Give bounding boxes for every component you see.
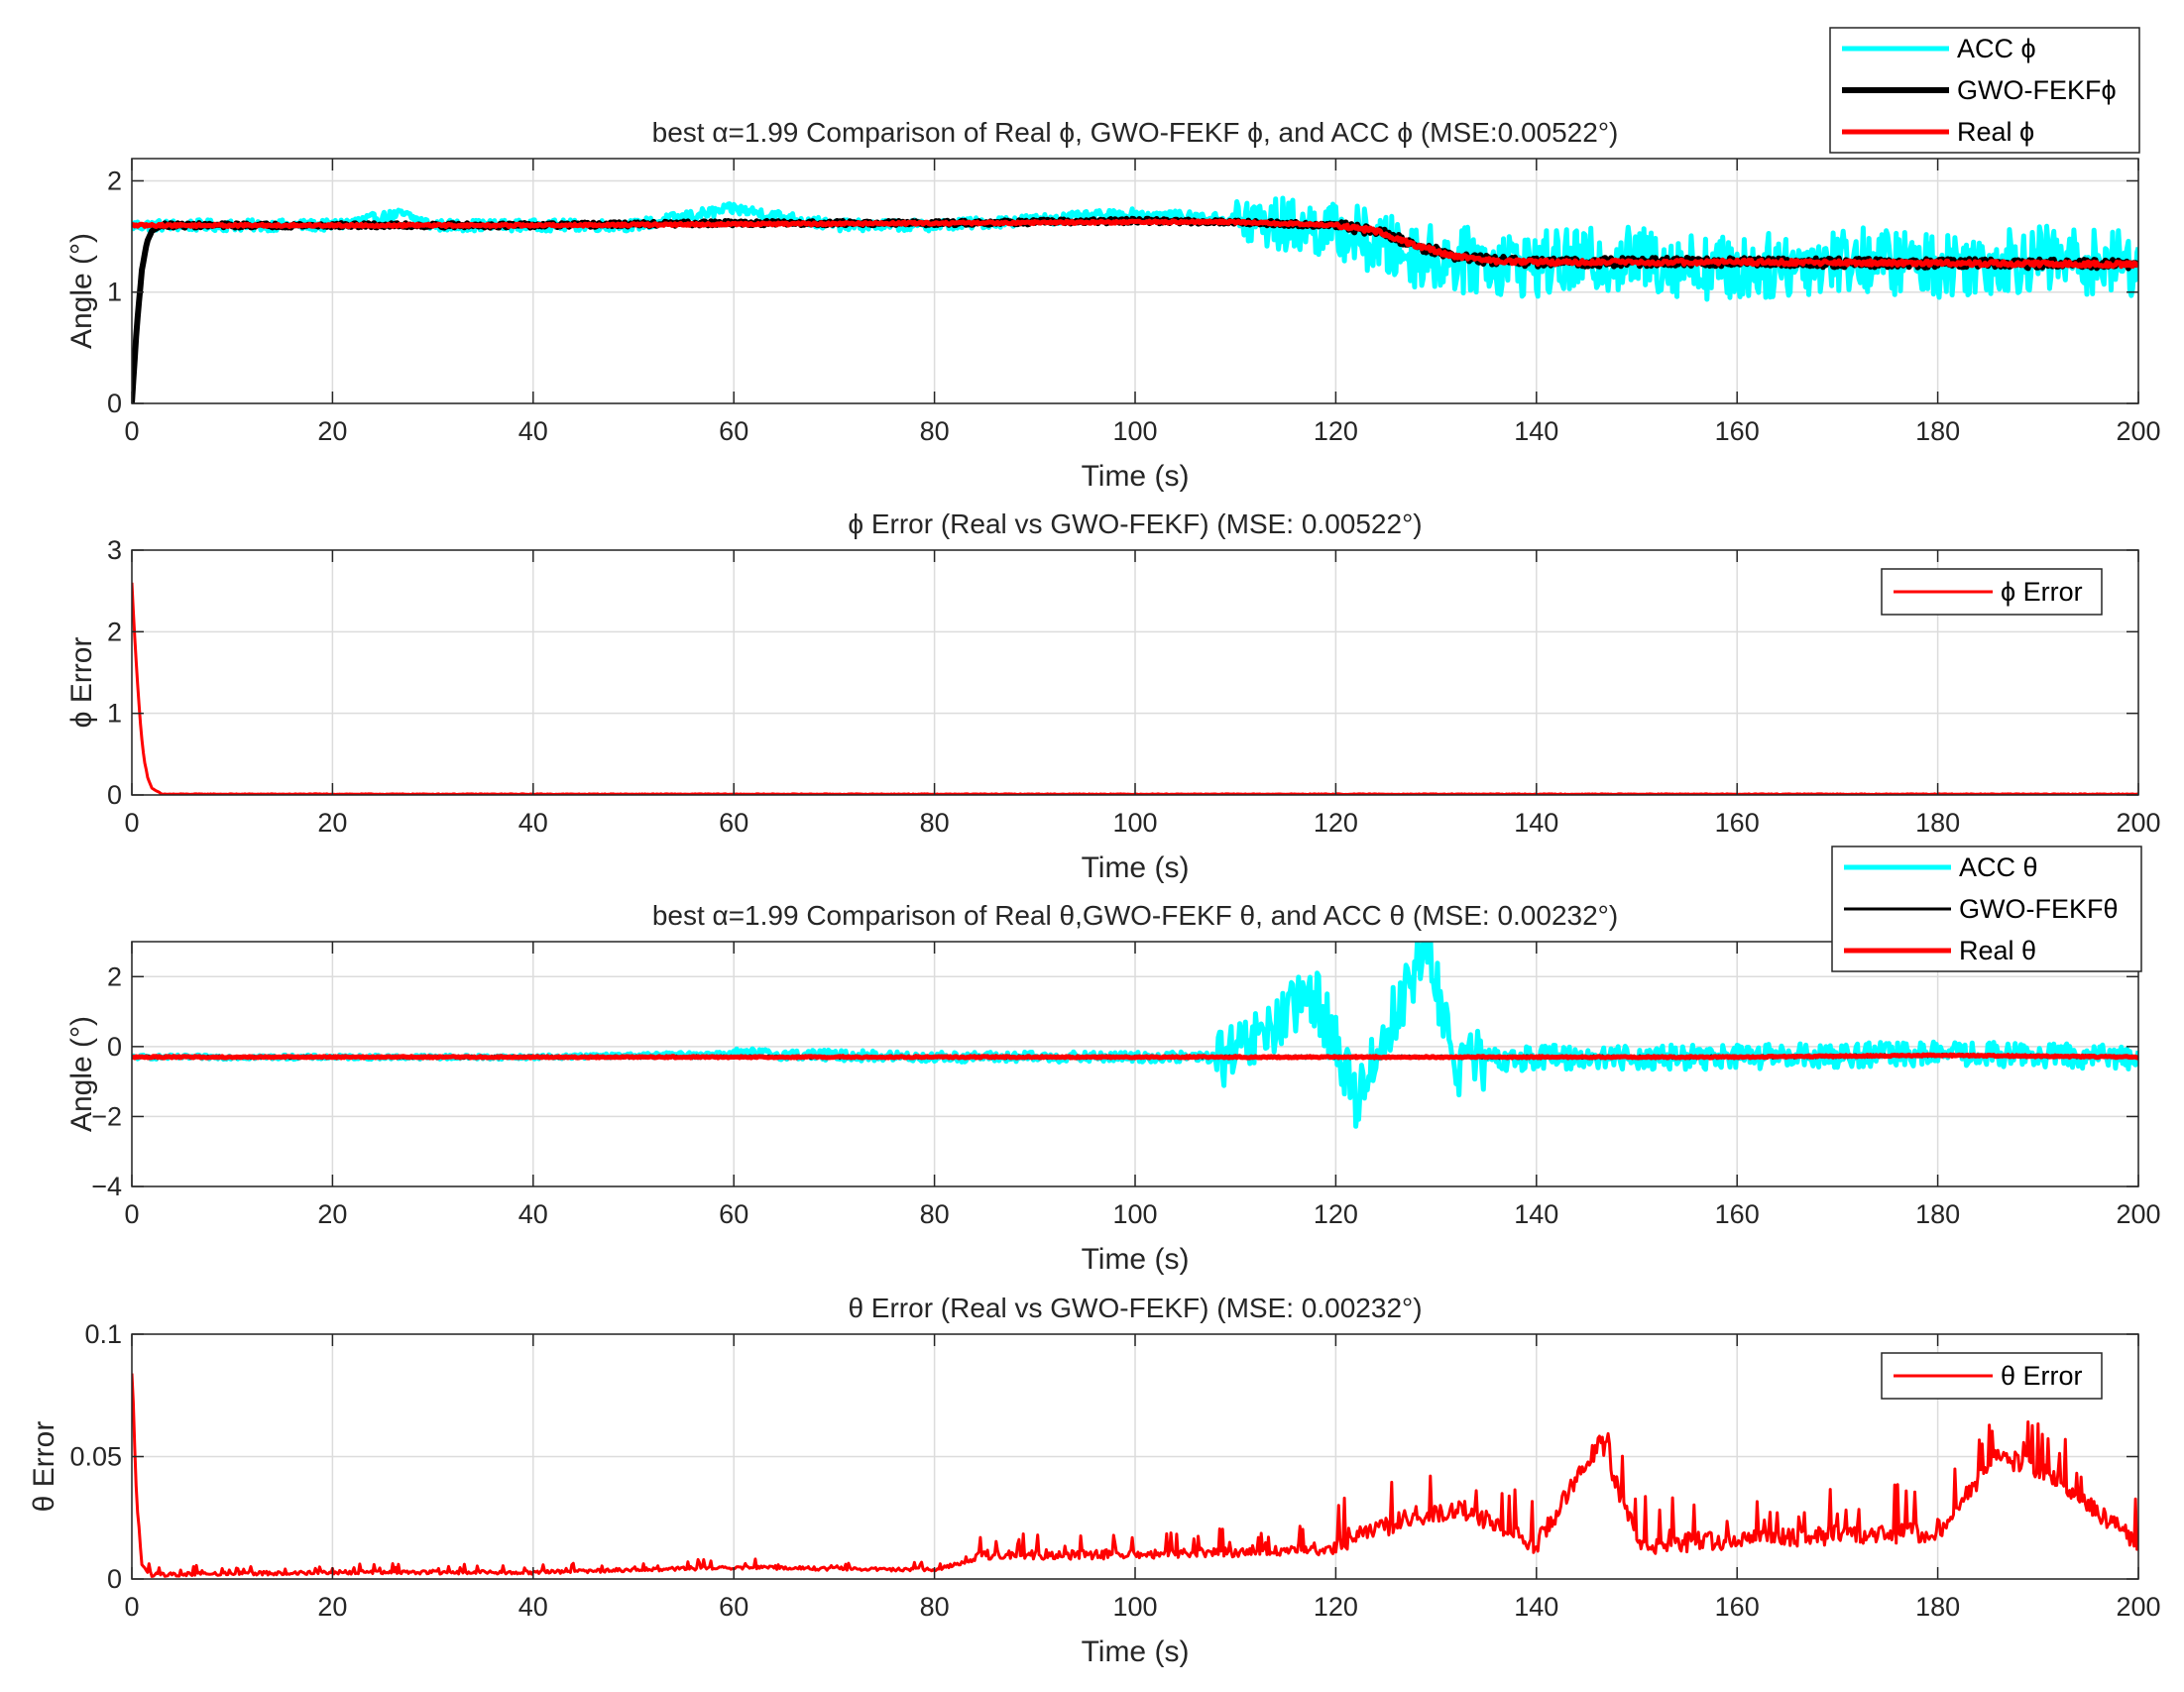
legend-label: ACC θ xyxy=(1959,852,2038,882)
y-axis-label: θ Error xyxy=(28,1421,60,1513)
y-tick-label: −2 xyxy=(91,1101,122,1131)
y-tick-label: 0 xyxy=(107,389,122,418)
x-tick-label: 0 xyxy=(124,416,139,446)
chart-title: best α=1.99 Comparison of Real ϕ, GWO-FE… xyxy=(652,117,1619,148)
x-tick-label: 40 xyxy=(518,1199,548,1229)
x-tick-label: 20 xyxy=(317,808,347,838)
x-tick-label: 80 xyxy=(920,1592,950,1622)
legend: θ Error xyxy=(1881,1352,2103,1400)
x-tick-label: 200 xyxy=(2116,1199,2160,1229)
x-tick-label: 60 xyxy=(719,1199,748,1229)
x-tick-label: 80 xyxy=(920,1199,950,1229)
x-tick-label: 140 xyxy=(1514,808,1558,838)
x-tick-label: 0 xyxy=(124,1592,139,1622)
series-group xyxy=(132,195,2138,403)
x-tick-label: 100 xyxy=(1112,416,1157,446)
x-tick-label: 40 xyxy=(518,416,548,446)
x-tick-label: 200 xyxy=(2116,416,2160,446)
series-line-3 xyxy=(132,1052,2138,1061)
chart-3: 0 20 40 60 80 100 120 140 160 180 200 −4 −2 0 2 best α=… xyxy=(65,846,2161,1276)
x-tick-label: 60 xyxy=(719,1592,748,1622)
y-tick-label: 3 xyxy=(107,535,122,565)
x-tick-label: 120 xyxy=(1314,1592,1358,1622)
y-axis-label: Angle (°) xyxy=(65,233,98,349)
y-tick-label: 0.05 xyxy=(69,1442,122,1472)
y-tick-label: 0 xyxy=(107,780,122,810)
x-tick-label: 180 xyxy=(1915,416,1960,446)
x-tick-label: 80 xyxy=(920,808,950,838)
y-tick-label: 0.1 xyxy=(84,1319,122,1349)
chart-1: 0 20 40 60 80 100 120 140 160 180 200 0 1 2 best α=1.9… xyxy=(65,27,2161,493)
x-tick-label: 20 xyxy=(317,416,347,446)
x-axis-label: Time (s) xyxy=(1082,851,1190,884)
y-tick-label: 0 xyxy=(107,1564,122,1594)
x-tick-label: 20 xyxy=(317,1199,347,1229)
x-tick-label: 140 xyxy=(1514,1592,1558,1622)
chart-4: 0 20 40 60 80 100 120 140 160 180 200 0 0.05 0.1 θ Err… xyxy=(28,1293,2161,1668)
series-line-1 xyxy=(132,1373,2138,1578)
chart-title: ϕ Error (Real vs GWO-FEKF) (MSE: 0.00522… xyxy=(848,508,1422,539)
legend-label: θ Error xyxy=(2001,1361,2083,1391)
x-tick-label: 100 xyxy=(1112,1199,1157,1229)
x-tick-label: 120 xyxy=(1314,416,1358,446)
x-axis-label: Time (s) xyxy=(1082,1636,1190,1668)
chart-title: θ Error (Real vs GWO-FEKF) (MSE: 0.00232… xyxy=(848,1293,1422,1323)
x-tick-label: 60 xyxy=(719,808,748,838)
y-axis-label: ϕ Error xyxy=(65,637,98,729)
x-tick-label: 140 xyxy=(1514,416,1558,446)
x-tick-label: 180 xyxy=(1915,808,1960,838)
x-tick-label: 160 xyxy=(1715,1199,1760,1229)
chart-title: best α=1.99 Comparison of Real θ,GWO-FEK… xyxy=(652,900,1618,931)
y-tick-label: 0 xyxy=(107,1032,122,1062)
x-axis-label: Time (s) xyxy=(1082,460,1190,493)
x-tick-label: 100 xyxy=(1112,1592,1157,1622)
legend-label: GWO-FEKFϕ xyxy=(1957,75,2117,105)
x-tick-label: 160 xyxy=(1715,1592,1760,1622)
x-axis-label: Time (s) xyxy=(1082,1243,1190,1276)
x-tick-label: 180 xyxy=(1915,1592,1960,1622)
x-tick-label: 160 xyxy=(1715,416,1760,446)
x-tick-label: 20 xyxy=(317,1592,347,1622)
chart-2: 0 20 40 60 80 100 120 140 160 180 200 0 1 2 3 ϕ Error (… xyxy=(65,508,2161,884)
legend: ϕ Error xyxy=(1881,568,2103,616)
series-group xyxy=(132,942,2138,1129)
x-tick-label: 60 xyxy=(719,416,748,446)
x-tick-label: 200 xyxy=(2116,808,2160,838)
legend: ACC θ GWO-FEKFθ Real θ xyxy=(1831,846,2142,972)
x-tick-label: 40 xyxy=(518,1592,548,1622)
y-axis-label: Angle (°) xyxy=(65,1016,98,1132)
y-tick-label: 2 xyxy=(107,961,122,991)
x-tick-label: 180 xyxy=(1915,1199,1960,1229)
x-tick-label: 40 xyxy=(518,808,548,838)
legend-label: ϕ Error xyxy=(2001,577,2083,607)
y-tick-label: 1 xyxy=(107,278,122,307)
x-tick-label: 100 xyxy=(1112,808,1157,838)
y-tick-label: 2 xyxy=(107,617,122,646)
y-tick-label: 2 xyxy=(107,166,122,195)
series-line-3 xyxy=(132,218,2138,270)
x-tick-label: 120 xyxy=(1314,1199,1358,1229)
legend-label: ACC ϕ xyxy=(1957,34,2036,63)
series-group xyxy=(132,1373,2138,1578)
x-tick-label: 160 xyxy=(1715,808,1760,838)
x-tick-label: 120 xyxy=(1314,808,1358,838)
legend: ACC ϕ GWO-FEKFϕ Real ϕ xyxy=(1829,27,2140,154)
x-tick-label: 140 xyxy=(1514,1199,1558,1229)
y-tick-label: −4 xyxy=(91,1172,122,1201)
legend-label: Real θ xyxy=(1959,936,2036,965)
legend-label: GWO-FEKFθ xyxy=(1959,894,2119,924)
x-tick-label: 0 xyxy=(124,808,139,838)
y-tick-label: 1 xyxy=(107,699,122,729)
x-tick-label: 80 xyxy=(920,416,950,446)
x-tick-label: 0 xyxy=(124,1199,139,1229)
legend-label: Real ϕ xyxy=(1957,117,2034,147)
x-tick-label: 200 xyxy=(2116,1592,2160,1622)
